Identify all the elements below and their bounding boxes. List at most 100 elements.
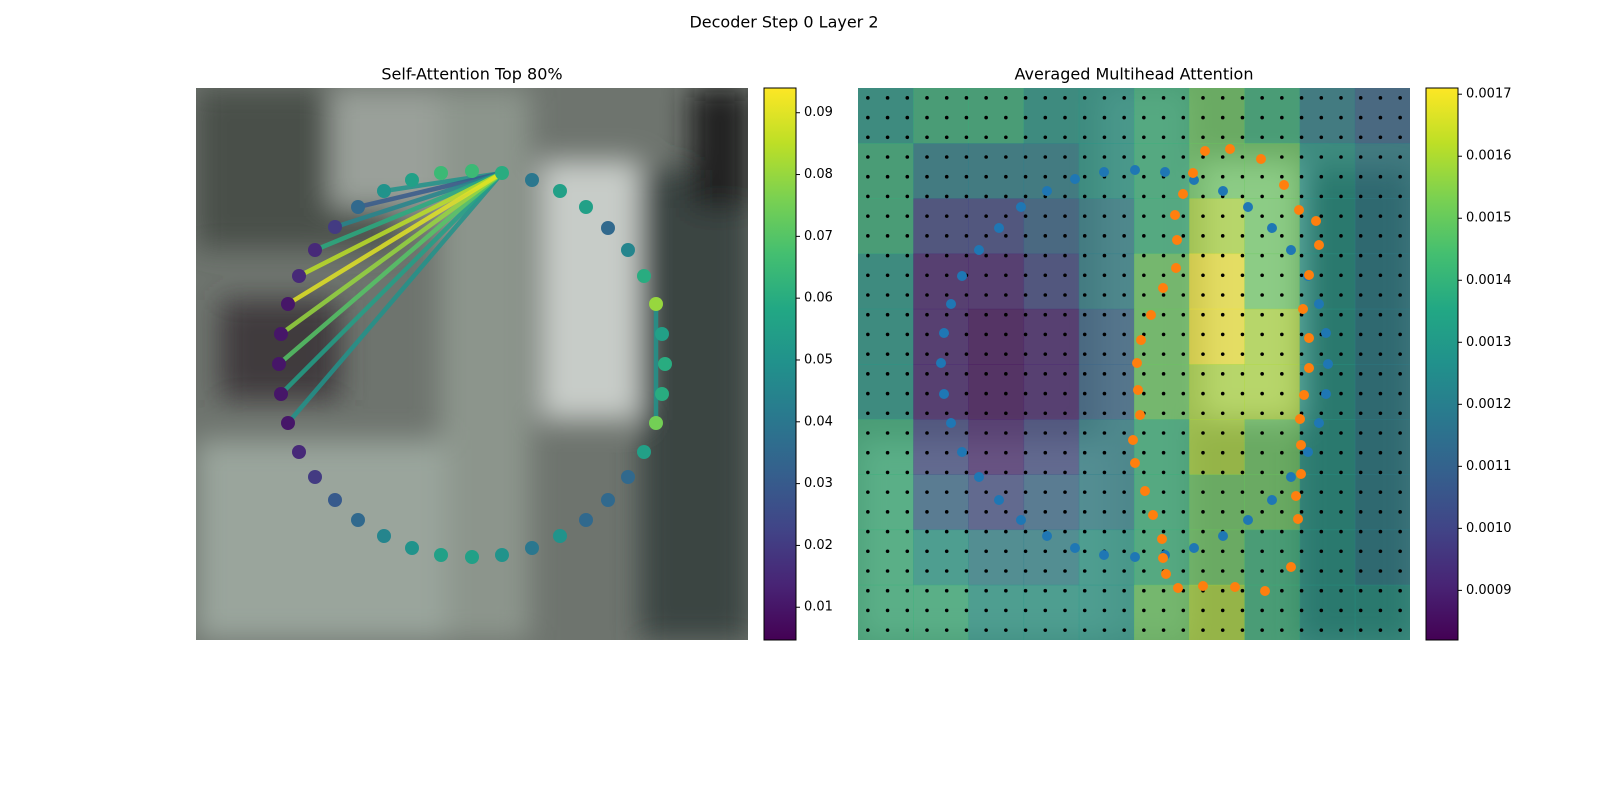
grid-dot xyxy=(1280,569,1284,573)
grid-dot xyxy=(1181,174,1186,179)
point xyxy=(1140,486,1150,496)
grid-dot xyxy=(1181,490,1186,494)
heat-cell xyxy=(1023,88,1080,144)
ring-point xyxy=(495,166,509,180)
colorbar-tick-label: 0.0013 xyxy=(1466,335,1512,350)
grid-dot xyxy=(1082,431,1087,435)
grid-dot xyxy=(944,234,949,238)
grid-dot xyxy=(1082,115,1087,120)
ring-point xyxy=(495,548,509,562)
ring-point xyxy=(377,184,391,198)
grid-dot xyxy=(1142,372,1146,376)
grid-dot xyxy=(1220,470,1225,475)
grid-dot xyxy=(1260,293,1264,297)
point xyxy=(946,418,956,428)
grid-dot xyxy=(1339,411,1343,416)
grid-dot xyxy=(1082,490,1087,494)
colorbar-tick-label: 0.05 xyxy=(804,352,833,367)
grid-dot xyxy=(1043,273,1048,278)
grid-dot xyxy=(1142,510,1146,514)
ring-point xyxy=(281,297,295,311)
grid-dot xyxy=(1299,194,1304,199)
grid-dot xyxy=(1299,332,1304,337)
grid-dot xyxy=(1299,450,1304,455)
grid-dot xyxy=(925,391,929,396)
grid-dot xyxy=(925,273,929,278)
grid-dot xyxy=(1240,293,1245,297)
grid-dot xyxy=(1122,155,1126,159)
grid-dot xyxy=(1378,234,1383,238)
heat-cell xyxy=(1354,198,1410,255)
grid-dot xyxy=(1378,372,1383,376)
grid-dot xyxy=(1201,431,1205,435)
grid-dot xyxy=(1398,135,1402,140)
grid-dot xyxy=(1339,549,1343,554)
grid-dot xyxy=(1280,529,1284,534)
heat-cell xyxy=(968,143,1025,199)
point xyxy=(1178,189,1188,199)
grid-dot xyxy=(944,214,949,218)
grid-dot xyxy=(1161,490,1166,494)
grid-dot xyxy=(1004,115,1008,120)
point xyxy=(1070,174,1080,184)
grid-dot xyxy=(1339,450,1343,455)
grid-dot xyxy=(1378,115,1383,120)
grid-dot xyxy=(1260,96,1264,100)
grid-dot xyxy=(1260,628,1264,632)
grid-dot xyxy=(984,628,988,632)
grid-dot xyxy=(1299,510,1304,514)
grid-dot xyxy=(1378,490,1383,494)
heat-cell xyxy=(1354,474,1410,531)
grid-dot xyxy=(944,352,949,356)
grid-dot xyxy=(1378,312,1383,317)
heat-cell xyxy=(1354,419,1410,475)
grid-dot xyxy=(1102,608,1107,613)
grid-dot xyxy=(905,391,910,396)
grid-dot xyxy=(964,372,969,376)
point xyxy=(1170,210,1180,220)
grid-dot xyxy=(984,312,988,317)
heat-cell xyxy=(858,474,914,531)
grid-dot xyxy=(1378,214,1383,218)
grid-dot xyxy=(1161,273,1166,278)
grid-dot xyxy=(1142,588,1146,593)
grid-dot xyxy=(1240,194,1245,199)
grid-dot xyxy=(866,273,870,278)
grid-dot xyxy=(1240,115,1245,120)
grid-dot xyxy=(1339,253,1343,258)
heat-cell xyxy=(1189,143,1245,199)
grid-dot xyxy=(1122,608,1126,613)
heat-cell xyxy=(1134,198,1190,255)
ring-point xyxy=(579,513,593,527)
grid-dot xyxy=(1358,293,1363,297)
grid-dot xyxy=(1161,135,1166,140)
grid-dot xyxy=(1378,608,1383,613)
grid-dot xyxy=(1043,312,1048,317)
grid-dot xyxy=(1339,312,1343,317)
grid-dot xyxy=(1260,490,1264,494)
grid-dot xyxy=(1398,115,1402,120)
grid-dot xyxy=(1378,391,1383,396)
grid-dot xyxy=(1122,174,1126,179)
grid-dot xyxy=(1299,569,1304,573)
ring-point xyxy=(525,173,539,187)
grid-dot xyxy=(1240,510,1245,514)
grid-dot xyxy=(1082,194,1087,199)
grid-dot xyxy=(1280,450,1284,455)
grid-dot xyxy=(1240,549,1245,554)
heat-cell xyxy=(1023,474,1080,531)
point xyxy=(1286,472,1296,482)
grid-dot xyxy=(866,194,870,199)
grid-dot xyxy=(1299,529,1304,534)
grid-dot xyxy=(1319,234,1324,238)
grid-dot xyxy=(1063,115,1067,120)
grid-dot xyxy=(885,608,890,613)
grid-dot xyxy=(944,273,949,278)
heat-cell xyxy=(1078,419,1135,475)
grid-dot xyxy=(1220,115,1225,120)
attention-edge xyxy=(285,170,505,307)
heat-cell xyxy=(968,253,1025,310)
ring-point xyxy=(308,470,322,484)
grid-dot xyxy=(984,174,988,179)
grid-dot xyxy=(1023,194,1028,199)
